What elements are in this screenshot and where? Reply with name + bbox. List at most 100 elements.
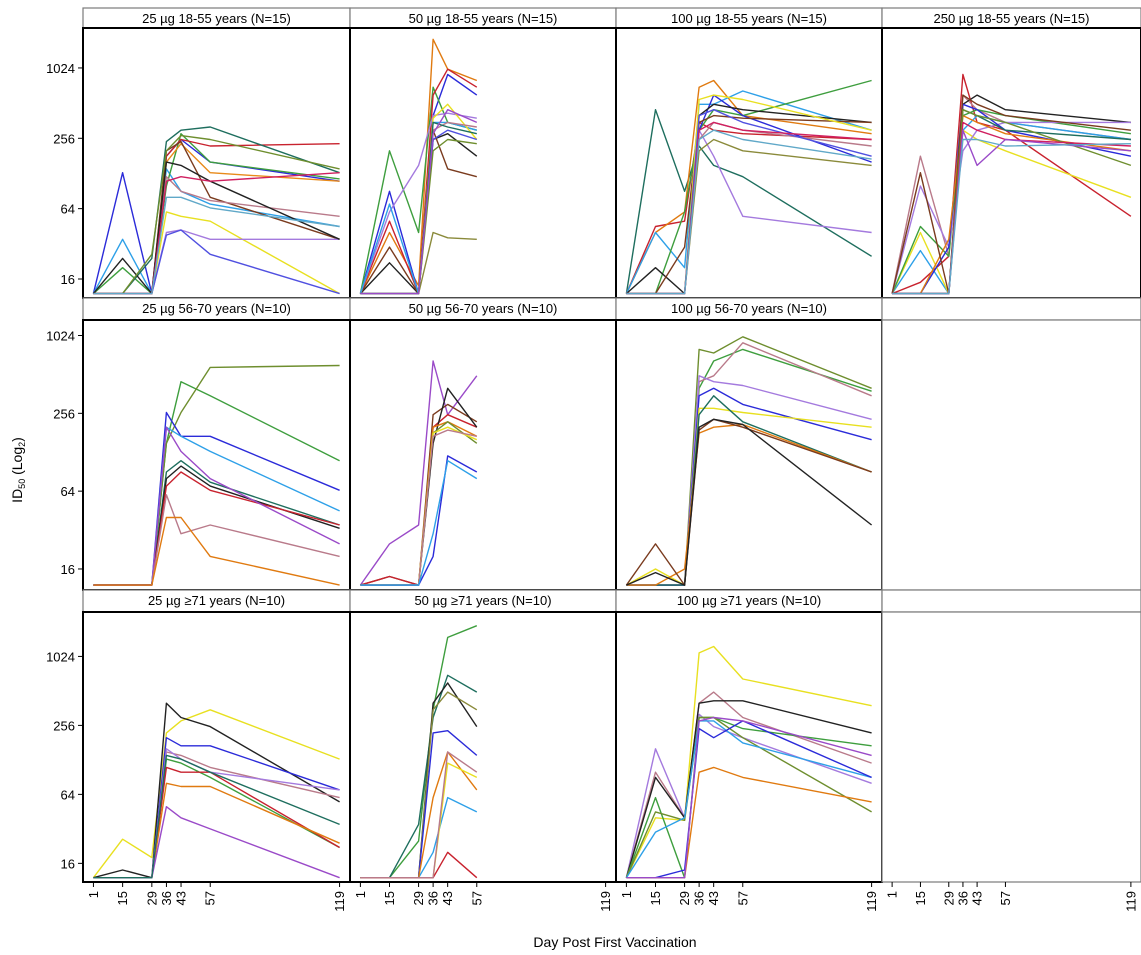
x-tick-label: 1	[86, 891, 101, 898]
panel-frame	[615, 319, 883, 591]
panel-1-0: 25 µg 56-70 years (N=10)	[82, 297, 351, 591]
series-line	[92, 709, 340, 879]
panel-title: 50 µg 18-55 years (N=15)	[409, 11, 558, 26]
panel-2-0: 25 µg ≥71 years (N=10)	[82, 589, 351, 883]
series-line	[359, 68, 478, 295]
panel-title: 100 µg 18-55 years (N=15)	[671, 11, 827, 26]
x-tick-label: 119	[1123, 891, 1138, 912]
panel-frame	[349, 611, 617, 883]
y-axis-title-sub: 50	[17, 479, 27, 489]
panel-title: 50 µg 56-70 years (N=10)	[409, 301, 558, 316]
x-tick-label: 1	[885, 891, 900, 898]
x-tick-label: 57	[998, 891, 1013, 905]
x-tick-label: 15	[913, 891, 928, 905]
panel-title: 250 µg 18-55 years (N=15)	[934, 11, 1090, 26]
panel-header	[881, 589, 1141, 613]
panel-2-2: 100 µg ≥71 years (N=10)	[615, 589, 883, 883]
x-tick-label: 43	[970, 891, 985, 905]
panel-frame	[349, 319, 617, 591]
y-axis-title: ID50 (Log2)	[9, 437, 27, 503]
panel-0-1: 50 µg 18-55 years (N=15)	[349, 7, 617, 299]
series-line	[93, 702, 340, 879]
x-tick-label: 57	[469, 891, 484, 905]
x-tick-label: 1	[619, 891, 634, 898]
panel-2-3	[881, 589, 1141, 883]
y-tick-label: 64	[61, 484, 75, 499]
series-line	[93, 754, 340, 879]
panel-0-2: 100 µg 18-55 years (N=15)	[615, 7, 883, 299]
x-tick-label: 119	[864, 891, 879, 912]
x-tick-label: 15	[382, 891, 397, 905]
panel-title: 100 µg 56-70 years (N=10)	[671, 301, 827, 316]
panel-0-3: 250 µg 18-55 years (N=15)	[881, 7, 1141, 299]
series-line	[93, 196, 340, 295]
series-line	[359, 360, 478, 586]
x-tick-label: 29	[941, 891, 956, 905]
panel-1-2: 100 µg 56-70 years (N=10)	[615, 297, 883, 591]
series-line	[892, 138, 1131, 295]
panel-frame	[349, 27, 617, 299]
panel-title: 50 µg ≥71 years (N=10)	[414, 593, 551, 608]
series-line	[625, 716, 872, 878]
x-tick-label: 29	[677, 891, 692, 905]
x-tick-label: 43	[706, 891, 721, 905]
y-tick-label: 256	[53, 718, 75, 733]
y-tick-label: 16	[61, 562, 75, 577]
series-line	[626, 129, 872, 295]
x-tick-label: 57	[203, 891, 218, 905]
x-tick-label: 1	[353, 891, 368, 898]
panel-title: 25 µg 56-70 years (N=10)	[142, 301, 291, 316]
panel-frame	[881, 611, 1141, 883]
y-tick-label: 256	[53, 406, 75, 421]
y-tick-label: 64	[61, 787, 75, 802]
panel-1-3	[881, 297, 1141, 591]
panel-frame	[881, 319, 1141, 591]
x-tick-label: 119	[598, 891, 613, 912]
x-tick-label: 15	[648, 891, 663, 905]
x-tick-label: 29	[411, 891, 426, 905]
y-axis-title-main: ID	[9, 489, 25, 503]
y-tick-label: 64	[61, 202, 75, 217]
panel-frame	[881, 27, 1141, 299]
series-line	[626, 716, 872, 879]
panel-frame	[82, 611, 351, 883]
panel-header	[881, 297, 1141, 321]
panel-1-1: 50 µg 56-70 years (N=10)	[349, 297, 617, 591]
series-line	[626, 418, 873, 586]
panel-0-0: 25 µg 18-55 years (N=15)	[82, 7, 351, 299]
series-line	[93, 516, 340, 586]
x-tick-label: 43	[440, 891, 455, 905]
x-axis-title: Day Post First Vaccination	[533, 934, 696, 950]
x-tick-label: 57	[735, 891, 750, 905]
y-tick-label: 16	[61, 272, 75, 287]
panel-title: 100 µg ≥71 years (N=10)	[677, 593, 821, 608]
series-line	[92, 168, 340, 295]
series-line	[360, 460, 478, 586]
series-line	[360, 108, 478, 295]
series-line	[625, 645, 872, 879]
x-tick-label: 29	[144, 891, 159, 905]
panel-frame	[615, 27, 883, 299]
y-tick-label: 16	[61, 856, 75, 871]
y-tick-label: 1024	[46, 649, 75, 664]
series-line	[359, 112, 477, 294]
series-line	[626, 407, 872, 586]
panel-title: 25 µg ≥71 years (N=10)	[148, 593, 285, 608]
x-tick-label: 15	[115, 891, 130, 905]
series-line	[891, 94, 1131, 295]
series-line	[360, 751, 478, 879]
y-tick-label: 1024	[46, 329, 75, 344]
panel-title: 25 µg 18-55 years (N=15)	[142, 11, 291, 26]
y-tick-label: 256	[53, 131, 75, 146]
panels-group: 25 µg 18-55 years (N=15) 50 µg 18-55 year…	[82, 7, 1141, 883]
y-axis-title-mid: (Log	[9, 447, 25, 479]
x-tick-label: 43	[174, 891, 189, 905]
x-tick-label: 36	[426, 891, 441, 905]
x-tick-label: 36	[692, 891, 707, 905]
y-tick-label: 1024	[46, 61, 75, 76]
x-tick-label: 36	[159, 891, 174, 905]
panel-2-1: 50 µg ≥71 years (N=10)	[349, 589, 617, 883]
y-axis-title-close: )	[9, 437, 25, 442]
